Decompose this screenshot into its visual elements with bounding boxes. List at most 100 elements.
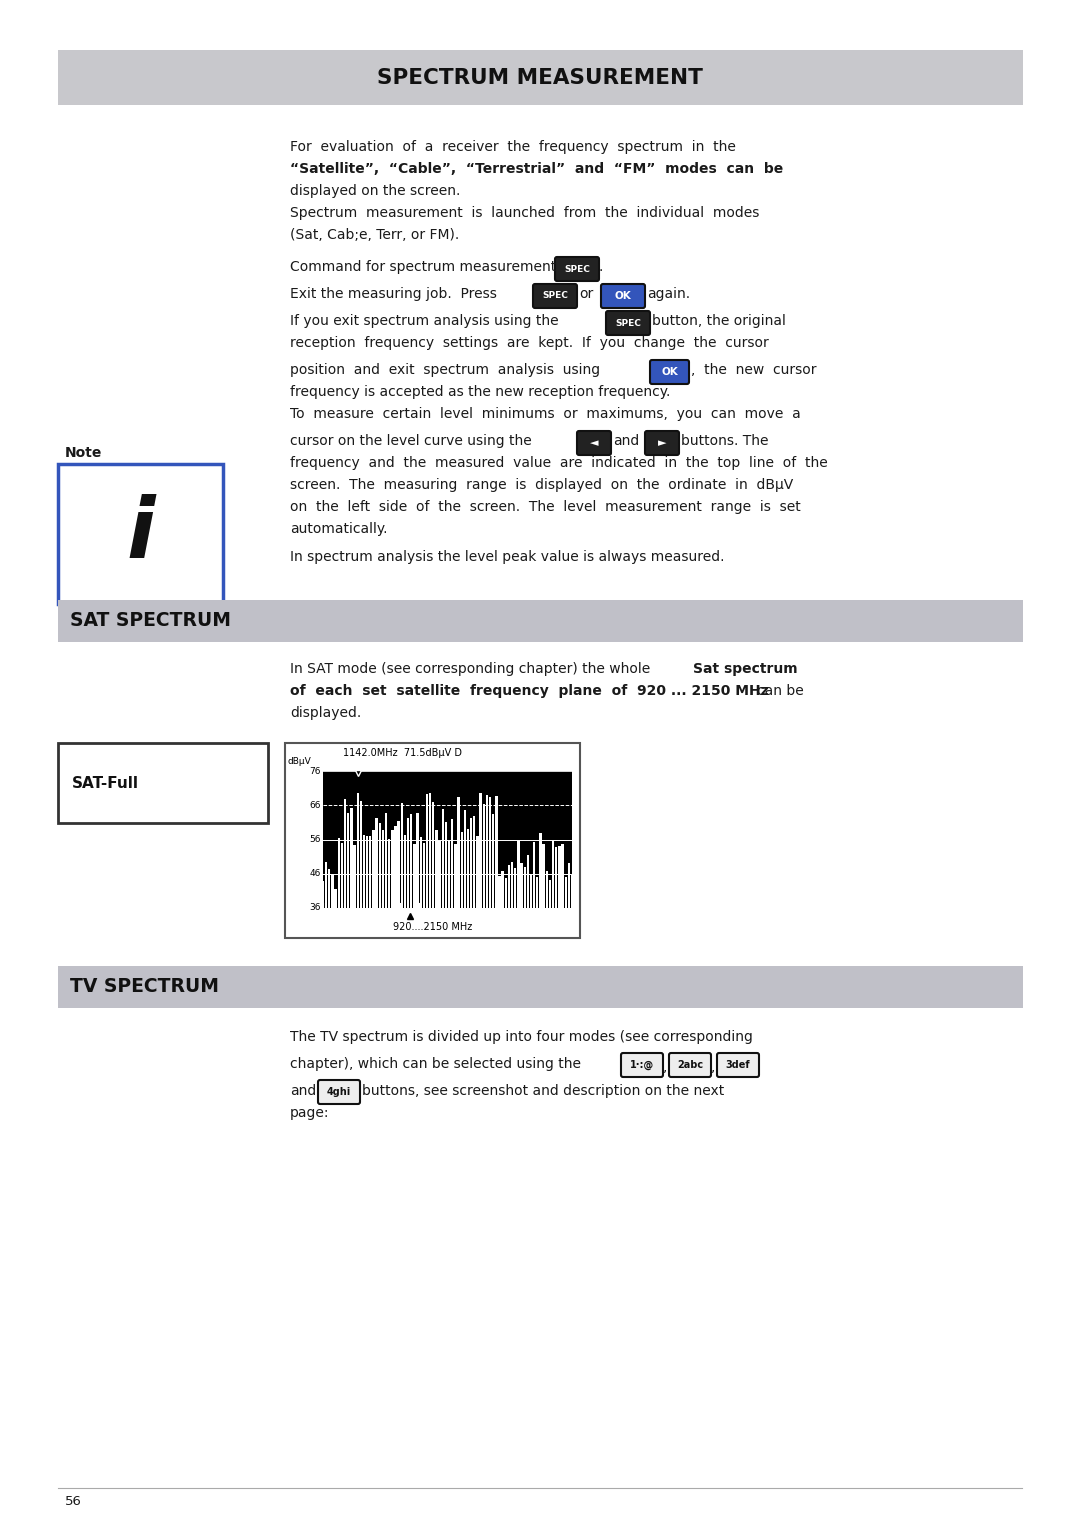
Bar <box>353 845 355 908</box>
Text: SAT SPECTRUM: SAT SPECTRUM <box>70 611 231 631</box>
Bar <box>571 876 573 908</box>
Text: 46: 46 <box>310 869 321 879</box>
Text: ►: ► <box>658 439 666 448</box>
Bar <box>552 842 554 908</box>
Text: ,  the  new  cursor: , the new cursor <box>691 364 816 377</box>
FancyBboxPatch shape <box>318 1080 360 1105</box>
Bar <box>489 798 491 908</box>
Bar <box>565 877 567 908</box>
Bar <box>527 854 529 908</box>
Text: frequency is accepted as the new reception frequency.: frequency is accepted as the new recepti… <box>291 385 671 399</box>
Bar <box>328 869 330 908</box>
Bar <box>341 843 343 908</box>
Text: 1142.0MHz  71.5dBμV D: 1142.0MHz 71.5dBμV D <box>343 749 462 758</box>
Text: 920....2150 MHz: 920....2150 MHz <box>393 921 472 932</box>
Bar <box>322 882 324 908</box>
Text: frequency  and  the  measured  value  are  indicated  in  the  top  line  of  th: frequency and the measured value are ind… <box>291 455 827 471</box>
Bar <box>457 796 460 908</box>
Bar <box>501 871 504 908</box>
Bar <box>542 843 544 908</box>
Text: position  and  exit  spectrum  analysis  using: position and exit spectrum analysis usin… <box>291 364 600 377</box>
FancyBboxPatch shape <box>555 257 599 281</box>
Bar <box>496 796 498 908</box>
Bar <box>455 845 457 908</box>
Text: on  the  left  side  of  the  screen.  The  level  measurement  range  is  set: on the left side of the screen. The leve… <box>291 500 800 513</box>
Text: Exit the measuring job.  Press: Exit the measuring job. Press <box>291 287 497 301</box>
Bar <box>545 871 548 908</box>
Text: screen.  The  measuring  range  is  displayed  on  the  ordinate  in  dBμV: screen. The measuring range is displayed… <box>291 478 793 492</box>
Bar <box>438 840 441 908</box>
Bar <box>343 799 347 908</box>
Bar <box>483 804 485 908</box>
Text: cursor on the level curve using the: cursor on the level curve using the <box>291 434 531 448</box>
Bar <box>467 830 469 908</box>
Text: For  evaluation  of  a  receiver  the  frequency  spectrum  in  the: For evaluation of a receiver the frequen… <box>291 141 735 154</box>
Bar <box>429 793 431 908</box>
Bar <box>463 810 465 908</box>
Bar <box>384 813 388 908</box>
Bar <box>407 817 409 908</box>
Text: 56: 56 <box>65 1494 82 1508</box>
Text: In SAT mode (see corresponding chapter) the whole: In SAT mode (see corresponding chapter) … <box>291 662 650 675</box>
Bar <box>534 842 536 908</box>
Text: Note: Note <box>65 446 103 460</box>
FancyBboxPatch shape <box>650 361 689 384</box>
Bar <box>504 879 507 908</box>
Text: The TV spectrum is divided up into four modes (see corresponding: The TV spectrum is divided up into four … <box>291 1030 753 1044</box>
Bar <box>549 880 551 908</box>
Bar <box>58 465 222 604</box>
Bar <box>480 793 482 908</box>
Bar <box>366 836 368 908</box>
Bar <box>373 830 375 908</box>
Text: To  measure  certain  level  minimums  or  maximums,  you  can  move  a: To measure certain level minimums or max… <box>291 406 800 422</box>
Bar <box>470 817 472 908</box>
Text: chapter), which can be selected using the: chapter), which can be selected using th… <box>291 1057 581 1071</box>
Text: Command for spectrum measurement: Command for spectrum measurement <box>291 260 556 274</box>
Text: buttons, see screenshot and description on the next: buttons, see screenshot and description … <box>362 1083 725 1099</box>
Text: SAT-Full: SAT-Full <box>72 776 139 790</box>
Bar <box>448 840 450 908</box>
Bar <box>426 795 428 908</box>
Text: 76: 76 <box>310 767 321 776</box>
Text: 56: 56 <box>310 834 321 843</box>
Bar <box>325 862 327 908</box>
Bar <box>419 837 422 908</box>
Bar <box>332 874 334 908</box>
Text: 4ghi: 4ghi <box>327 1086 351 1097</box>
Bar <box>58 601 1023 642</box>
Bar <box>404 836 406 908</box>
Text: displayed on the screen.: displayed on the screen. <box>291 183 460 199</box>
Bar <box>381 830 384 908</box>
Bar <box>476 836 478 908</box>
Bar <box>451 819 454 908</box>
Bar <box>335 889 337 908</box>
Text: SPEC: SPEC <box>564 264 590 274</box>
FancyBboxPatch shape <box>606 312 650 335</box>
Bar <box>555 847 557 908</box>
Bar <box>445 822 447 908</box>
Bar <box>558 845 561 908</box>
Bar <box>539 833 542 908</box>
Bar <box>511 862 513 908</box>
Text: (Sat, Cab;e, Terr, or FM).: (Sat, Cab;e, Terr, or FM). <box>291 228 459 241</box>
Text: dBμV: dBμV <box>287 756 311 766</box>
Bar <box>360 801 362 908</box>
Text: of  each  set  satellite  frequency  plane  of  920 ... 2150 MHz: of each set satellite frequency plane of… <box>291 685 769 698</box>
Text: ,: , <box>711 1060 715 1074</box>
Bar <box>350 807 352 908</box>
Bar <box>422 843 426 908</box>
Bar <box>435 830 437 908</box>
Bar <box>369 836 372 908</box>
Text: SPECTRUM MEASUREMENT: SPECTRUM MEASUREMENT <box>377 67 703 87</box>
Text: SPEC: SPEC <box>542 292 568 301</box>
Bar <box>514 868 516 908</box>
Bar <box>417 813 419 908</box>
Text: Spectrum  measurement  is  launched  from  the  individual  modes: Spectrum measurement is launched from th… <box>291 206 759 220</box>
FancyBboxPatch shape <box>577 431 611 455</box>
Text: reception  frequency  settings  are  kept.  If  you  change  the  cursor: reception frequency settings are kept. I… <box>291 336 769 350</box>
Bar <box>498 877 501 908</box>
Bar <box>530 874 532 908</box>
Bar <box>388 839 390 908</box>
Text: TV SPECTRUM: TV SPECTRUM <box>70 978 219 996</box>
Text: and: and <box>291 1083 316 1099</box>
